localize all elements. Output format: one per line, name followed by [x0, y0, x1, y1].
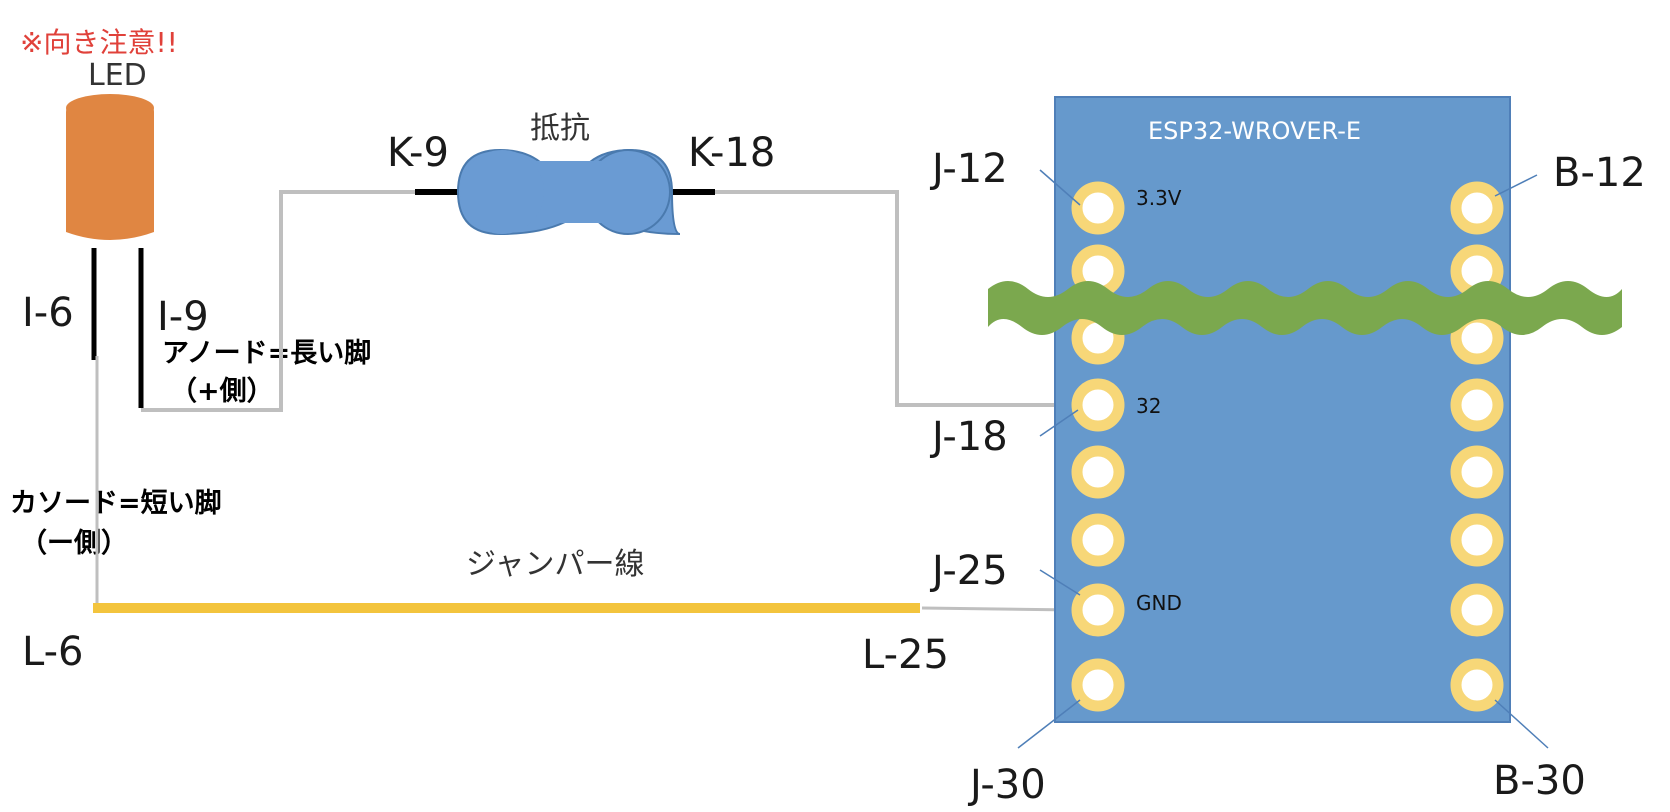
led-label: LED — [88, 58, 147, 93]
pin-3v3-label: 3.3V — [1136, 186, 1182, 210]
jumper-pin-left: L-6 — [22, 629, 83, 675]
pad-j25 — [1071, 583, 1125, 637]
pad-right-7 — [1450, 583, 1504, 637]
resistor-pin-left: K-9 — [387, 130, 449, 176]
left-pin-column — [1071, 181, 1125, 712]
label-b30: B-30 — [1493, 758, 1586, 804]
cathode-note-line2: （ー側） — [20, 528, 128, 559]
cathode-note-line1: カソード=短い脚 — [10, 488, 222, 519]
label-j30: J-30 — [967, 762, 1046, 808]
pin-gnd-label: GND — [1136, 591, 1182, 615]
label-j25: J-25 — [929, 548, 1008, 594]
label-j12: J-12 — [929, 146, 1008, 192]
resistor-pin-right: K-18 — [688, 130, 775, 176]
pad-j30 — [1071, 658, 1125, 712]
callout-j12 — [1039, 169, 1081, 206]
pad-left-6 — [1071, 513, 1125, 567]
anode-note-line2: （+側） — [170, 376, 274, 407]
pin-32-label: 32 — [1136, 394, 1161, 418]
led-pin-anode: I-9 — [157, 294, 209, 340]
led-body — [66, 96, 154, 240]
pad-right-4 — [1450, 378, 1504, 432]
led-pin-cathode: I-6 — [22, 290, 74, 336]
warning-text: ※向き注意!! — [20, 26, 178, 59]
resistor-cap-left — [460, 150, 544, 234]
resistor-label: 抵抗 — [530, 111, 590, 146]
board-title: ESP32-WROVER-E — [1148, 117, 1361, 145]
label-b12: B-12 — [1553, 150, 1646, 196]
right-pin-column — [1450, 181, 1504, 712]
pad-b12 — [1450, 181, 1504, 235]
label-j18: J-18 — [929, 414, 1008, 460]
pad-b30 — [1450, 658, 1504, 712]
jumper-label: ジャンパー線 — [466, 547, 645, 582]
esp32-board — [1054, 96, 1511, 723]
pad-j18 — [1071, 378, 1125, 432]
led-top — [66, 94, 154, 122]
resistor — [415, 148, 715, 236]
callout-b30 — [1494, 699, 1549, 749]
pad-j12 — [1071, 181, 1125, 235]
anode-note-line1: アノード=長い脚 — [162, 338, 371, 369]
callout-j18 — [1039, 409, 1079, 437]
break-band — [988, 281, 1622, 335]
led: LED — [66, 58, 154, 408]
wire-resistor-to-pin32 — [715, 190, 1075, 407]
callout-b12 — [1494, 174, 1538, 197]
callout-j30 — [1017, 699, 1081, 749]
pad-right-5 — [1450, 445, 1504, 499]
jumper-pin-right: L-25 — [862, 632, 949, 678]
wire-jumper-to-gnd — [921, 606, 1076, 612]
pad-right-6 — [1450, 513, 1504, 567]
pad-left-5 — [1071, 445, 1125, 499]
callout-j25 — [1039, 569, 1081, 596]
wire-anode-to-resistor — [141, 190, 415, 412]
